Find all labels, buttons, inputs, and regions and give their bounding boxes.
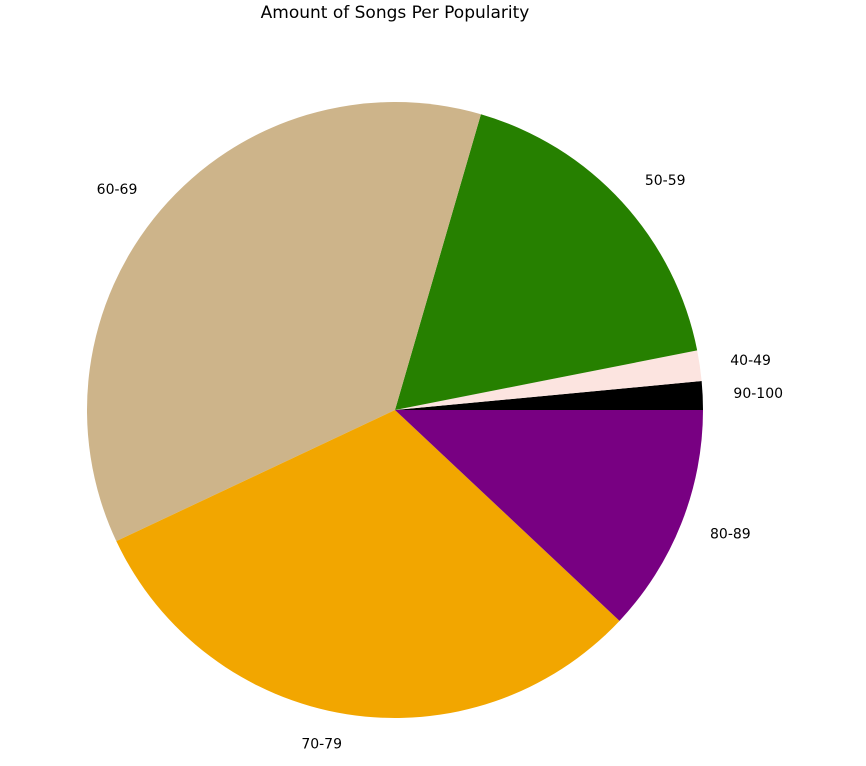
pie-slice-80-89 — [395, 410, 703, 621]
slice-label-60-69: 60-69 — [97, 182, 138, 198]
slice-label-50-59: 50-59 — [645, 173, 686, 189]
pie-slice-60-69 — [87, 102, 481, 542]
labels-layer: 90-100 40-49 50-59 60-69 70-79 80-89 — [97, 173, 783, 752]
slice-label-70-79: 70-79 — [301, 737, 342, 753]
pie-slice-90-100 — [395, 381, 703, 410]
pie-slice-70-79 — [116, 410, 620, 718]
slice-label-90-100: 90-100 — [733, 386, 783, 402]
slices-layer — [87, 102, 703, 718]
slice-label-80-89: 80-89 — [710, 527, 751, 543]
chart-title: Amount of Songs Per Popularity — [260, 3, 530, 23]
pie-slice-50-59 — [395, 114, 698, 410]
slice-label-40-49: 40-49 — [730, 353, 771, 369]
pie-slice-40-49 — [395, 350, 702, 410]
